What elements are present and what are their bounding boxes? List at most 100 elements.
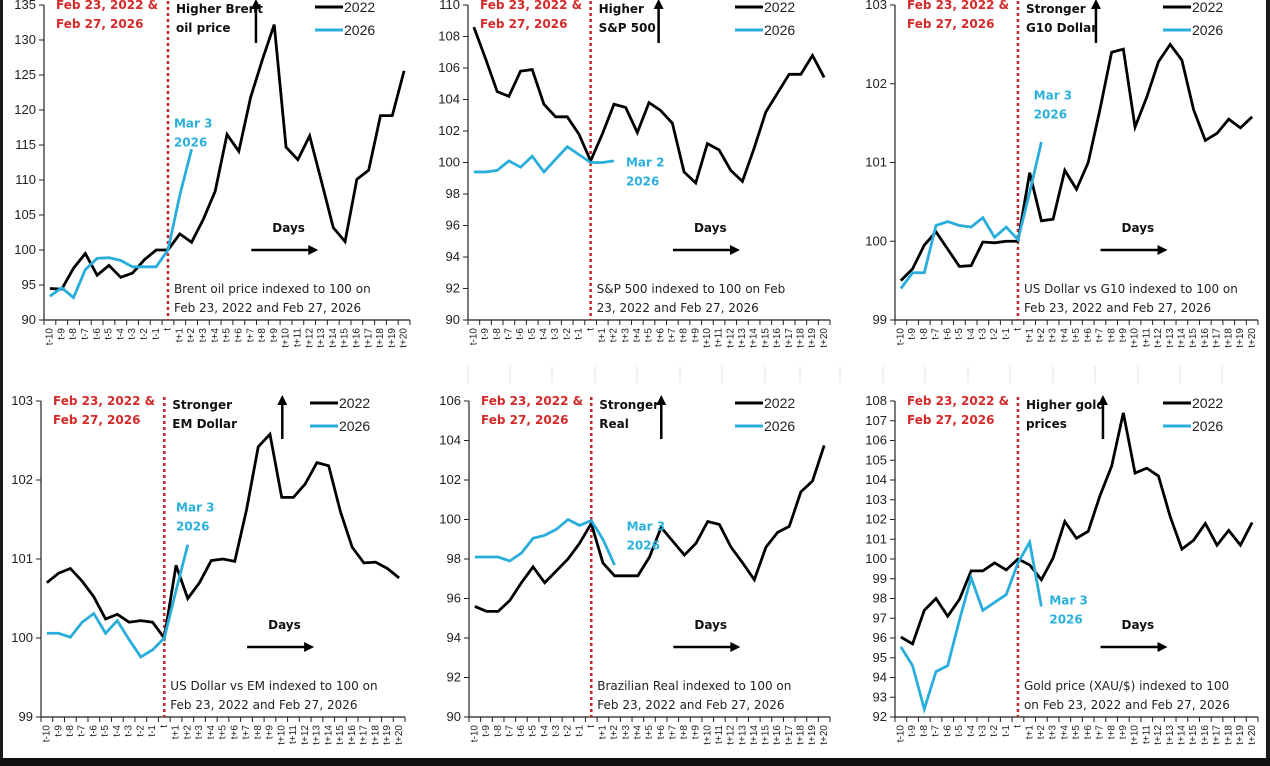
y-tick-label: 104: [438, 92, 460, 107]
legend-label-2026: 2026: [764, 418, 795, 434]
x-tick-label: t+13: [1165, 725, 1176, 745]
x-tick-label: t+2: [1036, 328, 1047, 343]
x-tick-label: t+3: [620, 328, 631, 343]
x-tick-label: t-5: [528, 725, 539, 737]
x-tick-label: t+4: [632, 328, 643, 343]
series-line-2026: [899, 141, 1043, 290]
x-tick-label: t+13: [312, 725, 323, 745]
x-tick-label: t-8: [68, 328, 79, 340]
x-tick-label: t-3: [550, 328, 561, 340]
x-tick-label: t+17: [784, 328, 795, 348]
right-arrow-icon: [308, 245, 319, 255]
legend-label-2022: 2022: [344, 0, 375, 15]
direction-note: oil price: [176, 21, 231, 35]
x-tick-label: t+19: [807, 328, 818, 348]
direction-note: Stronger: [1026, 2, 1086, 16]
y-tick-label: 103: [865, 492, 887, 507]
y-tick-label: 100: [11, 630, 33, 645]
x-tick-label: t-1: [1001, 725, 1012, 737]
x-tick-label: t+10: [702, 725, 713, 745]
event-date-label: Feb 23, 2022 &: [907, 394, 1009, 408]
x-tick-label: t-2: [989, 328, 1000, 340]
x-tick-label: t+6: [656, 725, 667, 740]
x-tick-label: t+9: [265, 725, 276, 740]
up-arrow-icon: [656, 395, 667, 405]
y-tick-label: 92: [447, 670, 461, 685]
chart-description: US Dollar vs EM indexed to 100 on: [170, 679, 377, 693]
event-date-label: Feb 23, 2022 &: [53, 394, 155, 408]
days-label: Days: [1122, 221, 1155, 235]
chart-description: Feb 23, 2022 and Feb 27, 2026: [597, 698, 784, 712]
series-line-2022: [900, 412, 1254, 646]
x-tick-label: t+13: [316, 328, 327, 348]
x-tick-label: t+12: [1153, 725, 1164, 745]
y-tick-label: 104: [865, 472, 887, 487]
x-tick-label: t+19: [807, 725, 818, 745]
direction-note: Stronger: [172, 398, 232, 412]
x-tick-label: t+2: [609, 328, 620, 343]
right-frame-edge: [1266, 0, 1270, 766]
x-tick-label: t+17: [1212, 725, 1223, 745]
x-tick-label: t+5: [218, 725, 229, 740]
y-tick-label: 120: [14, 102, 36, 117]
event-date-label: Feb 23, 2022 &: [56, 0, 158, 12]
x-tick-label: t-2: [989, 725, 1000, 737]
x-tick-label: t+7: [1095, 328, 1106, 343]
x-tick-label: t-10: [42, 725, 53, 743]
legend-label-2026: 2026: [1192, 418, 1223, 434]
x-tick-label: t+7: [241, 725, 252, 740]
x-tick-label: t+7: [1095, 725, 1106, 740]
x-tick-label: t+8: [253, 725, 264, 740]
series-end-note: Mar 3: [1034, 89, 1072, 103]
right-arrow-icon: [730, 642, 741, 652]
x-tick-label: t+1: [171, 725, 182, 740]
y-tick-label: 90: [447, 709, 461, 724]
series-line-2022: [472, 26, 826, 186]
x-tick-label: t-7: [931, 725, 942, 737]
up-arrow-icon: [1097, 395, 1108, 405]
event-date-label: Feb 27, 2026: [53, 413, 140, 427]
y-tick-label: 98: [873, 591, 887, 606]
y-tick-label: 106: [865, 433, 887, 448]
x-tick-label: t: [1013, 328, 1024, 331]
x-tick-label: t: [585, 328, 596, 331]
x-tick-label: t-3: [551, 725, 562, 737]
x-tick-label: t+9: [1118, 725, 1129, 740]
y-tick-label: 107: [865, 413, 887, 428]
event-date-label: Feb 23, 2022 &: [480, 0, 582, 12]
left-frame-edge: [0, 0, 3, 766]
y-tick-label: 104: [439, 433, 461, 448]
y-tick-label: 103: [11, 393, 33, 408]
x-tick-label: t-9: [480, 328, 491, 340]
x-tick-label: t-5: [100, 725, 111, 737]
right-arrow-icon: [729, 245, 740, 255]
x-tick-label: t+20: [1247, 328, 1258, 348]
series-line-2026: [46, 544, 190, 659]
x-tick-label: t+5: [222, 328, 233, 343]
x-tick-label: t-2: [562, 328, 573, 340]
x-tick-label: t+3: [621, 725, 632, 740]
x-tick-label: t+3: [198, 328, 209, 343]
x-tick-label: t-7: [504, 328, 515, 340]
y-tick-label: 99: [19, 709, 33, 724]
x-tick-label: t+14: [749, 725, 760, 745]
x-tick-label: t+13: [737, 725, 748, 745]
x-tick-label: t+11: [714, 328, 725, 347]
up-arrow-icon: [277, 395, 288, 405]
x-tick-label: t+17: [359, 725, 370, 745]
x-tick-label: t-10: [45, 328, 56, 346]
days-label: Days: [268, 618, 301, 632]
x-tick-label: t-4: [112, 725, 123, 737]
series-line-2022: [45, 431, 401, 642]
x-tick-label: t+18: [796, 725, 807, 745]
y-tick-label: 102: [865, 76, 887, 91]
x-tick-label: t-4: [539, 328, 550, 340]
x-tick-label: t+19: [382, 725, 393, 745]
y-tick-label: 99: [873, 571, 887, 586]
x-tick-label: t+2: [182, 725, 193, 740]
x-tick-label: t-9: [907, 725, 918, 737]
x-tick-label: t+18: [1223, 725, 1234, 745]
